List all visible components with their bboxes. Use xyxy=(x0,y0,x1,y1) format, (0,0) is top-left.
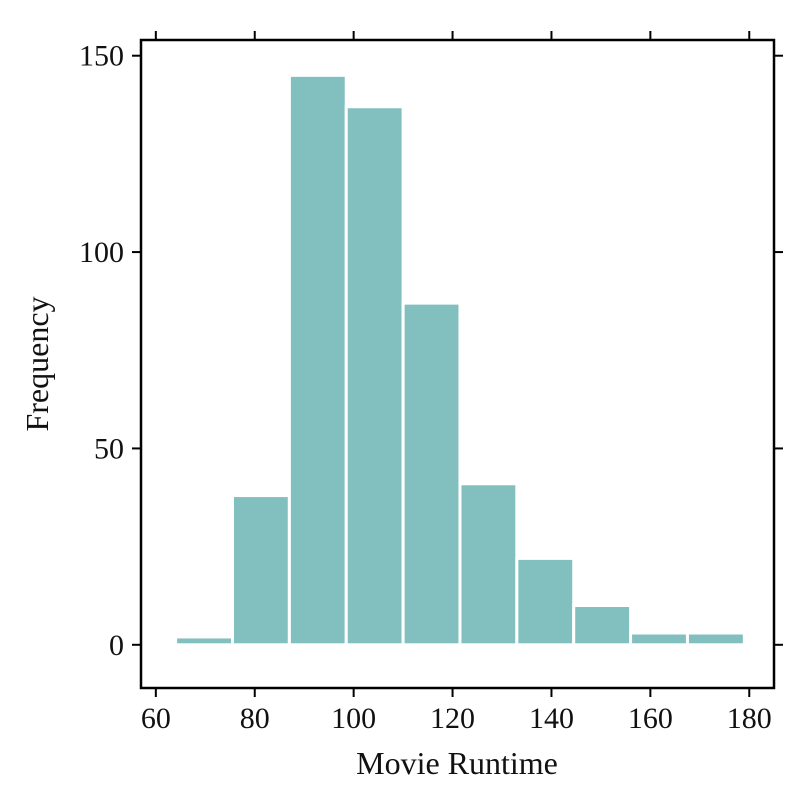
y-tick-label: 0 xyxy=(109,629,124,662)
histogram-bar xyxy=(344,105,405,647)
x-axis-title: Movie Runtime xyxy=(356,745,558,781)
y-tick-label: 100 xyxy=(79,236,124,269)
histogram-bar xyxy=(287,73,348,647)
x-tick-label: 60 xyxy=(141,702,171,735)
y-tick-label: 150 xyxy=(79,40,124,73)
x-tick-label: 100 xyxy=(331,702,376,735)
ticks-group xyxy=(132,31,783,697)
tick-labels-group: 60 80 100 120 140 160 180 0 50 100 150 xyxy=(79,40,772,735)
histogram-bar xyxy=(174,635,234,647)
histogram-bar xyxy=(685,631,746,647)
x-tick-label: 180 xyxy=(727,702,772,735)
histogram-bar xyxy=(515,556,576,647)
y-axis-title: Frequency xyxy=(19,296,55,431)
y-tick-label: 50 xyxy=(94,432,124,465)
x-tick-label: 160 xyxy=(628,702,673,735)
x-tick-label: 80 xyxy=(240,702,270,735)
histogram-bar xyxy=(401,301,462,647)
histogram-bar xyxy=(572,604,633,647)
bars-group xyxy=(174,73,746,647)
histogram-bar xyxy=(458,482,519,647)
x-tick-label: 140 xyxy=(529,702,574,735)
histogram-bar xyxy=(230,494,291,647)
histogram-bar xyxy=(629,631,689,647)
plot-frame xyxy=(139,38,776,690)
x-tick-label: 120 xyxy=(430,702,475,735)
